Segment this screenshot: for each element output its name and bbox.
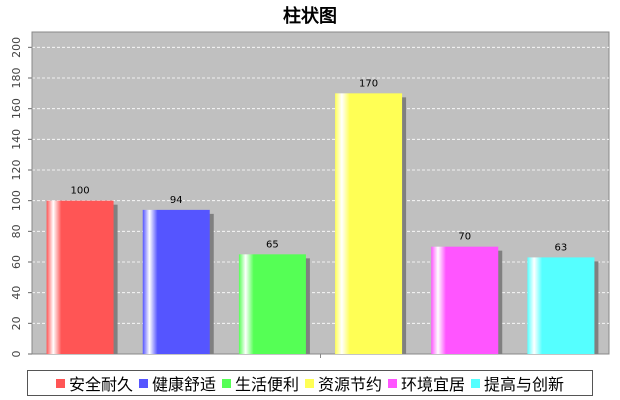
y-tick-label: 120: [10, 160, 23, 181]
legend-swatch: [305, 378, 314, 388]
bar-安全耐久: [46, 200, 114, 354]
bar-chart-plot: 0 20 40 60 80 100 120 140 160 180 200 100 94 65 170 70…: [10, 31, 610, 358]
bar-value-label: 63: [555, 242, 568, 253]
legend-item: 生活便利: [221, 371, 299, 395]
y-tick-label: 60: [10, 255, 23, 269]
chart-legend: 安全耐久 健康舒适 生活便利 资源节约 环境宜居 提高与创新: [27, 370, 593, 396]
legend-item: 资源节约: [305, 371, 382, 395]
legend-item: 安全耐久: [55, 371, 133, 395]
legend-swatch: [55, 378, 65, 388]
bar-value-label: 94: [170, 195, 183, 206]
bar-资源节约: [335, 93, 403, 354]
y-tick-label: 0: [10, 351, 23, 358]
legend-label: 安全耐久: [68, 375, 133, 394]
y-tick-label: 200: [10, 37, 23, 58]
bar-健康舒适: [142, 209, 210, 354]
legend-label: 提高与创新: [484, 375, 565, 394]
bar-提高与创新: [527, 257, 595, 354]
y-tick-label: 160: [10, 98, 23, 119]
legend-swatch: [471, 378, 481, 388]
y-tick-label: 40: [10, 286, 23, 300]
legend-swatch: [388, 378, 398, 388]
chart-title: 柱状图: [283, 6, 337, 27]
legend-item: 提高与创新: [471, 371, 564, 395]
y-tick-label: 140: [10, 129, 23, 150]
legend-item: 健康舒适: [138, 371, 216, 395]
legend-label: 生活便利: [234, 375, 299, 394]
plot-area: [31, 31, 610, 355]
legend-label: 环境宜居: [401, 375, 466, 394]
legend-swatch: [138, 378, 148, 388]
legend-label: 资源节约: [318, 375, 383, 394]
y-tick-label: 180: [10, 68, 23, 89]
y-tick-label: 20: [10, 316, 23, 330]
y-tick-label: 100: [10, 190, 23, 211]
bar-生活便利: [238, 254, 306, 354]
legend-item: 环境宜居: [388, 371, 465, 395]
bar-value-label: 65: [266, 239, 279, 250]
bar-value-label: 100: [71, 186, 90, 197]
bar-环境宜居: [431, 246, 499, 354]
y-tick-label: 80: [10, 224, 23, 238]
legend-swatch: [221, 378, 231, 388]
bar-value-label: 170: [359, 78, 378, 89]
bar-value-label: 70: [458, 232, 471, 243]
legend-label: 健康舒适: [151, 375, 216, 394]
